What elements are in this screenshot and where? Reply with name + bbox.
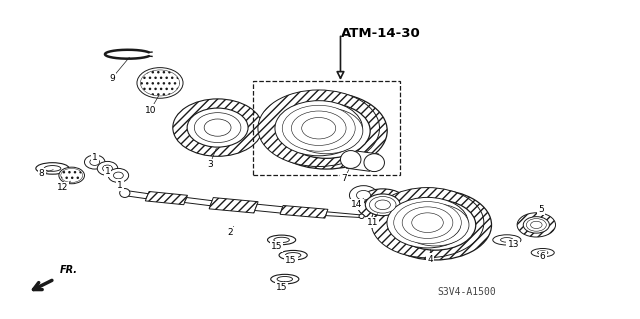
Text: 14: 14 bbox=[351, 200, 363, 209]
Ellipse shape bbox=[275, 101, 362, 156]
Ellipse shape bbox=[266, 93, 387, 169]
Text: 11: 11 bbox=[367, 218, 378, 227]
Text: 12: 12 bbox=[57, 183, 68, 192]
Ellipse shape bbox=[349, 186, 378, 205]
Ellipse shape bbox=[97, 161, 118, 175]
Text: 9: 9 bbox=[109, 74, 115, 83]
Text: 5: 5 bbox=[538, 205, 543, 214]
Ellipse shape bbox=[137, 68, 183, 98]
Text: 10: 10 bbox=[145, 106, 156, 115]
Ellipse shape bbox=[412, 213, 444, 233]
Text: 15: 15 bbox=[285, 256, 297, 265]
Ellipse shape bbox=[500, 238, 513, 242]
Ellipse shape bbox=[44, 166, 61, 171]
Text: 3: 3 bbox=[207, 160, 212, 169]
Ellipse shape bbox=[340, 151, 361, 168]
Text: 4: 4 bbox=[428, 255, 433, 263]
Text: 13: 13 bbox=[508, 241, 519, 249]
Ellipse shape bbox=[290, 108, 363, 154]
Ellipse shape bbox=[108, 168, 129, 182]
Text: 7: 7 bbox=[342, 174, 347, 183]
Ellipse shape bbox=[531, 249, 554, 257]
Ellipse shape bbox=[356, 190, 371, 200]
Ellipse shape bbox=[387, 197, 468, 248]
Ellipse shape bbox=[410, 209, 461, 241]
Ellipse shape bbox=[395, 200, 476, 250]
Polygon shape bbox=[145, 191, 188, 205]
Ellipse shape bbox=[268, 235, 296, 245]
Ellipse shape bbox=[258, 90, 380, 167]
Ellipse shape bbox=[291, 111, 346, 145]
Ellipse shape bbox=[365, 194, 400, 216]
Text: 6: 6 bbox=[540, 252, 545, 261]
Ellipse shape bbox=[402, 207, 453, 239]
Ellipse shape bbox=[282, 105, 355, 151]
Ellipse shape bbox=[279, 250, 307, 260]
Polygon shape bbox=[124, 190, 148, 199]
Polygon shape bbox=[280, 205, 328, 218]
Ellipse shape bbox=[195, 113, 241, 143]
Polygon shape bbox=[255, 204, 283, 213]
Ellipse shape bbox=[84, 155, 105, 169]
Ellipse shape bbox=[375, 200, 390, 210]
Ellipse shape bbox=[401, 204, 469, 246]
Text: 1: 1 bbox=[105, 167, 110, 176]
Ellipse shape bbox=[102, 165, 113, 172]
Ellipse shape bbox=[299, 114, 354, 148]
Ellipse shape bbox=[285, 253, 301, 258]
Text: 1: 1 bbox=[92, 153, 97, 162]
Ellipse shape bbox=[113, 172, 124, 179]
Text: 2: 2 bbox=[228, 228, 233, 237]
Text: 1: 1 bbox=[118, 181, 123, 189]
Ellipse shape bbox=[357, 189, 408, 221]
Ellipse shape bbox=[187, 108, 248, 147]
Polygon shape bbox=[209, 197, 258, 213]
Ellipse shape bbox=[524, 217, 549, 233]
Ellipse shape bbox=[283, 103, 370, 158]
Polygon shape bbox=[326, 212, 362, 218]
Ellipse shape bbox=[204, 119, 231, 136]
Ellipse shape bbox=[379, 190, 492, 260]
Ellipse shape bbox=[301, 117, 336, 139]
Ellipse shape bbox=[517, 213, 556, 237]
Ellipse shape bbox=[277, 277, 292, 282]
Text: ATM-14-30: ATM-14-30 bbox=[341, 27, 420, 40]
Ellipse shape bbox=[364, 154, 385, 172]
Text: S3V4-A1500: S3V4-A1500 bbox=[438, 287, 497, 297]
Ellipse shape bbox=[271, 274, 299, 284]
Ellipse shape bbox=[140, 70, 180, 96]
Ellipse shape bbox=[538, 251, 548, 255]
Ellipse shape bbox=[61, 168, 83, 182]
Ellipse shape bbox=[493, 235, 521, 245]
Ellipse shape bbox=[394, 202, 461, 244]
Ellipse shape bbox=[173, 99, 262, 156]
Polygon shape bbox=[184, 197, 212, 206]
Ellipse shape bbox=[274, 237, 289, 242]
Polygon shape bbox=[346, 151, 379, 171]
Ellipse shape bbox=[359, 214, 364, 219]
Text: 15: 15 bbox=[271, 242, 282, 251]
Ellipse shape bbox=[59, 167, 84, 184]
Ellipse shape bbox=[36, 163, 69, 174]
Ellipse shape bbox=[419, 215, 451, 235]
Text: 15: 15 bbox=[276, 283, 287, 292]
Ellipse shape bbox=[371, 188, 484, 258]
Ellipse shape bbox=[526, 219, 547, 231]
Ellipse shape bbox=[369, 197, 396, 213]
Ellipse shape bbox=[309, 120, 344, 142]
Text: 8: 8 bbox=[39, 169, 44, 178]
Ellipse shape bbox=[531, 221, 542, 228]
Text: FR.: FR. bbox=[60, 265, 77, 275]
Ellipse shape bbox=[90, 159, 100, 166]
Ellipse shape bbox=[120, 189, 130, 197]
